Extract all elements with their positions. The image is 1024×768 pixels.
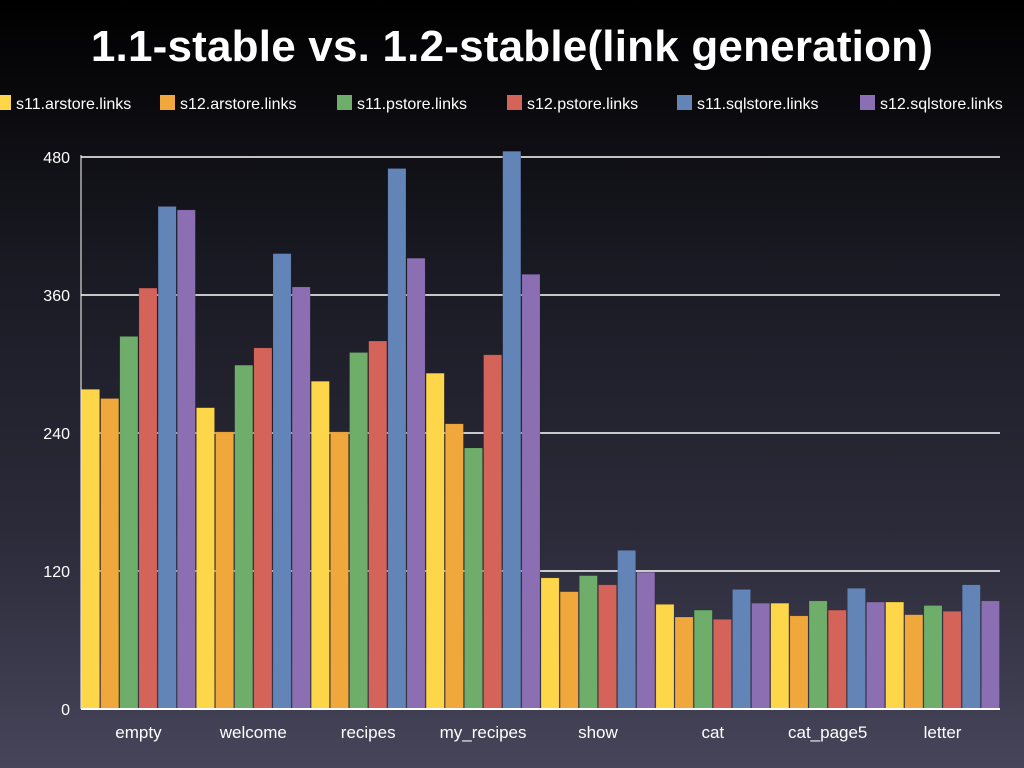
bar-letter-3 <box>942 611 962 710</box>
bar-empty-3 <box>138 287 158 710</box>
bar-show-0 <box>540 577 560 710</box>
bar-cat-5 <box>751 602 771 710</box>
legend-label-1: s12.arstore.links <box>180 96 297 113</box>
bar-welcome-1 <box>215 431 234 710</box>
bar-empty-0 <box>81 389 100 710</box>
legend-label-5: s12.sqlstore.links <box>880 96 1003 113</box>
bar-show-5 <box>636 571 656 710</box>
x-tick-label-5: cat <box>701 723 724 742</box>
bar-recipes-2 <box>349 352 368 710</box>
bar-cat-3 <box>713 619 732 710</box>
bar-letter-2 <box>923 605 943 710</box>
bar-cat_page5-2 <box>808 600 828 710</box>
bar-recipes-3 <box>368 340 388 710</box>
bar-cat_page5-0 <box>770 602 790 710</box>
bar-my_recipes-5 <box>521 274 541 710</box>
bar-my_recipes-3 <box>483 354 502 710</box>
bar-recipes-0 <box>311 381 330 710</box>
bar-welcome-4 <box>272 253 292 710</box>
legend-label-3: s12.pstore.links <box>527 96 638 113</box>
bar-show-2 <box>579 575 598 710</box>
x-tick-label-7: letter <box>924 723 962 742</box>
x-tick-label-2: recipes <box>341 723 396 742</box>
x-tick-label-0: empty <box>115 723 162 742</box>
bar-empty-4 <box>157 206 177 710</box>
bar-cat_page5-4 <box>847 588 866 710</box>
bar-cat-4 <box>732 589 751 710</box>
legend-label-2: s11.pstore.links <box>357 96 467 113</box>
bar-letter-4 <box>961 584 981 710</box>
chart-title: 1.1-stable vs. 1.2-stable(link generatio… <box>90 22 934 71</box>
bar-recipes-4 <box>387 168 407 710</box>
axes <box>80 155 1000 710</box>
bar-welcome-0 <box>196 407 215 710</box>
bars: empty welcome recipes my_recipes show cat cat_… <box>81 151 1000 742</box>
bar-show-1 <box>559 591 579 710</box>
x-tick-label-6: cat_page5 <box>788 723 867 742</box>
bar-cat-0 <box>655 604 675 710</box>
bar-show-3 <box>598 584 617 710</box>
legend-swatch-2 <box>337 95 352 110</box>
bar-show-4 <box>617 550 636 710</box>
bar-empty-2 <box>119 336 139 710</box>
gridlines: 0 120 240 360 480 <box>43 150 1000 719</box>
y-tick-label-2: 240 <box>43 426 70 443</box>
bar-cat-1 <box>674 616 694 710</box>
bar-letter-1 <box>904 614 924 710</box>
bar-my_recipes-0 <box>425 372 445 710</box>
bar-cat_page5-1 <box>789 615 809 710</box>
bar-welcome-5 <box>291 286 311 710</box>
legend-swatch-0 <box>0 95 11 110</box>
legend: s11.arstore.links s12.arstore.links s11.ps… <box>0 95 1003 113</box>
bar-welcome-3 <box>253 347 273 710</box>
bar-letter-0 <box>885 601 905 710</box>
bar-my_recipes-4 <box>502 151 522 710</box>
legend-swatch-3 <box>507 95 522 110</box>
bar-empty-5 <box>176 209 196 710</box>
bar-welcome-2 <box>234 364 254 710</box>
bar-cat-2 <box>693 609 713 710</box>
bar-recipes-1 <box>330 431 349 710</box>
bar-my_recipes-1 <box>445 423 464 710</box>
y-tick-label-4: 480 <box>43 150 70 167</box>
y-tick-label-3: 360 <box>43 288 70 305</box>
x-tick-label-1: welcome <box>219 723 287 742</box>
x-tick-label-3: my_recipes <box>440 723 527 742</box>
x-tick-label-4: show <box>578 723 618 742</box>
y-tick-label-1: 120 <box>43 564 70 581</box>
bar-empty-1 <box>100 398 120 710</box>
bar-recipes-5 <box>406 257 426 710</box>
legend-swatch-4 <box>677 95 692 110</box>
bar-letter-5 <box>981 600 1000 710</box>
bar-cat_page5-3 <box>827 609 847 710</box>
legend-swatch-1 <box>160 95 175 110</box>
bar-my_recipes-2 <box>464 447 483 710</box>
legend-label-4: s11.sqlstore.links <box>697 96 819 113</box>
y-tick-label-0: 0 <box>61 702 70 719</box>
bar-cat_page5-5 <box>866 601 885 710</box>
legend-label-0: s11.arstore.links <box>16 96 131 113</box>
legend-swatch-5 <box>860 95 875 110</box>
